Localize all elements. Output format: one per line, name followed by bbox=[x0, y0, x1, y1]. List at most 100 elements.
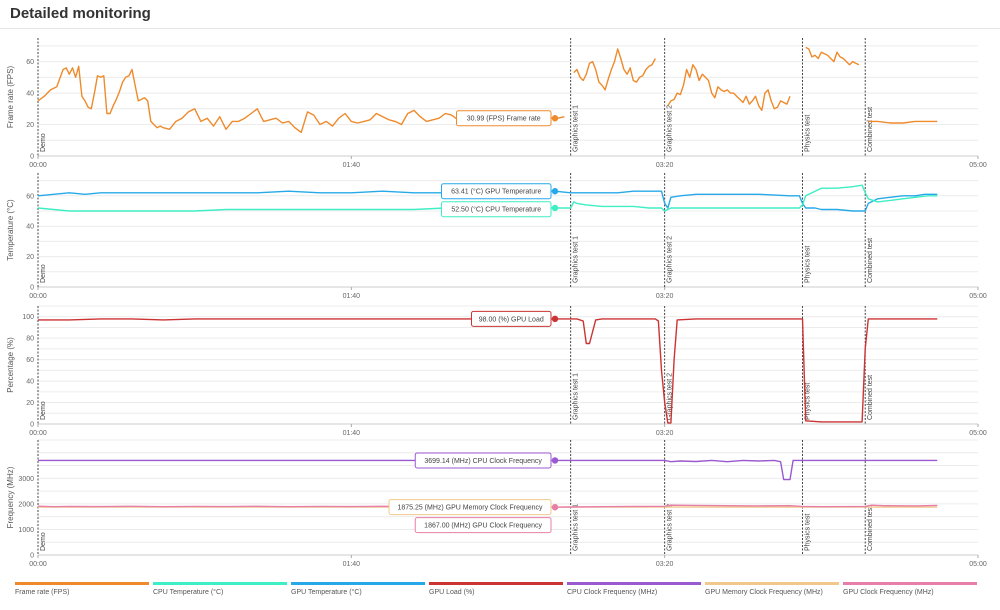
test-marker-label: Graphics test 2 bbox=[667, 504, 674, 551]
x-tick-label: 03:20 bbox=[656, 561, 674, 568]
x-tick-label: 03:20 bbox=[656, 162, 674, 169]
cursor-dot bbox=[551, 188, 559, 195]
y-tick-label: 0 bbox=[30, 154, 34, 161]
legend-swatch bbox=[291, 582, 425, 585]
y-tick-label: 60 bbox=[26, 357, 34, 364]
x-tick-label: 05:00 bbox=[969, 293, 987, 300]
legend-swatch bbox=[153, 582, 287, 585]
test-marker-label: Graphics test 1 bbox=[573, 236, 580, 283]
chart-legend: Frame rate (FPS) CPU Temperature (°C) GPU … bbox=[15, 582, 985, 602]
test-marker-label: Graphics test 1 bbox=[573, 504, 580, 551]
series-line bbox=[38, 318, 938, 424]
x-tick-label: 01:40 bbox=[343, 430, 361, 437]
test-marker-label: Physics test bbox=[805, 514, 812, 551]
y-tick-label: 20 bbox=[26, 254, 34, 261]
tooltip-text: 63.41 (°C) GPU Temperature bbox=[451, 188, 541, 196]
legend-swatch bbox=[705, 582, 839, 585]
test-marker-label: Physics test bbox=[805, 115, 812, 152]
legend-swatch bbox=[843, 582, 977, 585]
tooltip-box bbox=[414, 452, 552, 469]
cursor-dot bbox=[551, 115, 559, 122]
legend-item[interactable]: GPU Load (%) bbox=[429, 582, 563, 602]
legend-label: CPU Temperature (°C) bbox=[153, 589, 224, 596]
test-marker-label: Combined test bbox=[867, 107, 874, 152]
tooltip-box bbox=[388, 499, 552, 516]
y-axis-label: Frame rate (FPS) bbox=[6, 66, 15, 129]
legend-item[interactable]: GPU Temperature (°C) bbox=[291, 582, 425, 602]
y-tick-label: 3000 bbox=[18, 476, 34, 483]
legend-label: CPU Clock Frequency (MHz) bbox=[567, 589, 658, 596]
y-tick-label: 40 bbox=[26, 224, 34, 231]
x-tick-label: 00:00 bbox=[29, 162, 47, 169]
y-axis-label: Temperature (°C) bbox=[6, 199, 15, 261]
y-tick-label: 1000 bbox=[18, 527, 34, 534]
cursor-dot bbox=[551, 504, 559, 511]
test-marker-label: Demo bbox=[40, 401, 47, 420]
test-marker-label: Demo bbox=[40, 133, 47, 152]
y-tick-label: 60 bbox=[26, 59, 34, 66]
y-tick-label: 40 bbox=[26, 91, 34, 98]
legend-label: Frame rate (FPS) bbox=[15, 589, 70, 596]
test-marker-label: Combined test bbox=[867, 238, 874, 283]
legend-item[interactable]: Frame rate (FPS) bbox=[15, 582, 149, 602]
test-marker-label: Graphics test 2 bbox=[667, 373, 674, 420]
x-tick-label: 00:00 bbox=[29, 430, 47, 437]
tooltip-text: 30.99 (FPS) Frame rate bbox=[467, 116, 541, 123]
series-line bbox=[37, 190, 938, 212]
y-tick-label: 100 bbox=[22, 314, 34, 321]
legend-item[interactable]: GPU Memory Clock Frequency (MHz) bbox=[705, 582, 839, 602]
legend-swatch bbox=[567, 582, 701, 585]
x-tick-label: 05:00 bbox=[969, 561, 987, 568]
legend-item[interactable]: CPU Clock Frequency (MHz) bbox=[567, 582, 701, 602]
test-marker-label: Graphics test 2 bbox=[667, 236, 674, 283]
y-tick-label: 0 bbox=[30, 285, 34, 292]
series-line bbox=[37, 184, 938, 212]
test-marker-label: Graphics test 1 bbox=[573, 373, 580, 420]
x-tick-label: 01:40 bbox=[343, 561, 361, 568]
tooltip-text: 52.50 (°C) CPU Temperature bbox=[451, 206, 541, 214]
cursor-dot bbox=[551, 315, 559, 323]
test-marker-label: Combined test bbox=[867, 375, 874, 420]
y-tick-label: 60 bbox=[26, 193, 34, 200]
legend-item[interactable]: GPU Clock Frequency (MHz) bbox=[843, 582, 977, 602]
legend-label: GPU Load (%) bbox=[429, 589, 475, 596]
title-divider bbox=[0, 28, 1000, 29]
y-tick-label: 20 bbox=[26, 122, 34, 129]
cursor-dot bbox=[551, 204, 559, 212]
legend-swatch bbox=[15, 582, 149, 585]
x-tick-label: 03:20 bbox=[656, 293, 674, 300]
y-tick-label: 0 bbox=[30, 553, 34, 560]
test-marker-label: Demo bbox=[40, 264, 47, 283]
test-marker-label: Physics test bbox=[805, 246, 812, 283]
x-tick-label: 00:00 bbox=[29, 293, 47, 300]
y-axis-label: Frequency (MHz) bbox=[6, 466, 15, 528]
tooltip-text: 98.00 (%) GPU Load bbox=[479, 316, 544, 323]
test-marker-label: Graphics test 1 bbox=[573, 105, 580, 152]
series-line bbox=[868, 120, 938, 124]
x-tick-label: 01:40 bbox=[343, 293, 361, 300]
series-line bbox=[667, 63, 791, 112]
tooltip-text: 3699.14 (MHz) CPU Clock Frequency bbox=[424, 458, 542, 465]
y-tick-label: 20 bbox=[26, 400, 34, 407]
y-tick-label: 80 bbox=[26, 336, 34, 343]
test-marker-label: Physics test bbox=[805, 383, 812, 420]
legend-label: GPU Temperature (°C) bbox=[291, 589, 362, 596]
legend-label: GPU Clock Frequency (MHz) bbox=[843, 589, 934, 596]
cursor-dot bbox=[551, 457, 559, 464]
x-tick-label: 05:00 bbox=[969, 430, 987, 437]
y-tick-label: 0 bbox=[30, 422, 34, 429]
legend-swatch bbox=[429, 582, 563, 585]
x-tick-label: 00:00 bbox=[29, 561, 47, 568]
legend-item[interactable]: CPU Temperature (°C) bbox=[153, 582, 287, 602]
series-line bbox=[573, 48, 656, 91]
page-title: Detailed monitoring bbox=[10, 5, 151, 22]
x-tick-label: 03:20 bbox=[656, 430, 674, 437]
y-tick-label: 2000 bbox=[18, 501, 34, 508]
tooltip-box bbox=[414, 517, 552, 534]
tooltip-text: 1875.25 (MHz) GPU Memory Clock Frequency bbox=[397, 505, 543, 512]
tooltip-box bbox=[456, 110, 552, 127]
test-marker-label: Combined test bbox=[867, 506, 874, 551]
series-line bbox=[805, 46, 860, 66]
y-axis-label: Percentage (%) bbox=[6, 337, 15, 393]
